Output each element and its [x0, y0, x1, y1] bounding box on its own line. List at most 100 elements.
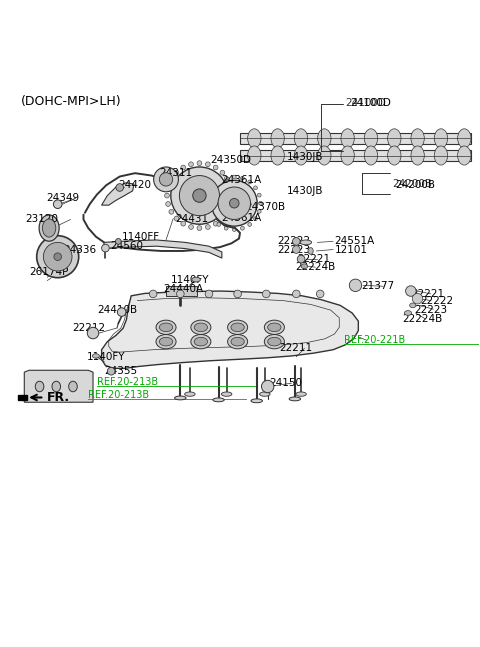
Circle shape — [159, 173, 173, 186]
Ellipse shape — [364, 129, 378, 148]
Ellipse shape — [232, 228, 236, 232]
Ellipse shape — [248, 180, 252, 184]
Ellipse shape — [197, 226, 202, 230]
Text: 1430JB: 1430JB — [287, 153, 323, 162]
Ellipse shape — [206, 201, 210, 205]
Ellipse shape — [159, 337, 173, 346]
Text: 1430JB: 1430JB — [287, 186, 323, 196]
Text: 12101: 12101 — [335, 245, 368, 254]
Text: 24200B: 24200B — [395, 180, 435, 190]
Ellipse shape — [434, 129, 448, 148]
Text: 1140FY: 1140FY — [171, 274, 209, 285]
Ellipse shape — [220, 216, 225, 221]
Ellipse shape — [225, 177, 230, 182]
Circle shape — [406, 286, 416, 296]
Circle shape — [292, 237, 300, 245]
Circle shape — [36, 236, 79, 278]
Circle shape — [263, 290, 270, 298]
Ellipse shape — [264, 320, 284, 334]
Polygon shape — [24, 370, 93, 402]
Ellipse shape — [318, 146, 331, 165]
Text: 24370B: 24370B — [245, 202, 285, 212]
Ellipse shape — [228, 334, 248, 349]
Ellipse shape — [294, 146, 308, 165]
Ellipse shape — [260, 392, 270, 396]
Ellipse shape — [156, 334, 176, 349]
Text: 24431: 24431 — [176, 214, 209, 223]
Text: 26174P: 26174P — [29, 267, 69, 277]
Ellipse shape — [42, 219, 56, 237]
Ellipse shape — [205, 225, 210, 229]
Ellipse shape — [271, 129, 284, 148]
Text: 24361A: 24361A — [221, 213, 261, 223]
Ellipse shape — [228, 185, 233, 190]
Ellipse shape — [257, 193, 261, 197]
Bar — [18, 395, 27, 400]
Circle shape — [229, 199, 239, 208]
Ellipse shape — [52, 381, 60, 391]
Ellipse shape — [388, 129, 401, 148]
Text: 22223: 22223 — [277, 245, 311, 254]
Ellipse shape — [232, 175, 236, 179]
Text: REF.20-213B: REF.20-213B — [88, 390, 149, 400]
Text: 24100D: 24100D — [350, 98, 391, 108]
Circle shape — [234, 290, 241, 298]
Ellipse shape — [211, 217, 215, 221]
Circle shape — [412, 294, 423, 304]
Text: 24560: 24560 — [110, 241, 143, 251]
Circle shape — [87, 327, 99, 339]
Polygon shape — [102, 291, 359, 368]
Ellipse shape — [294, 129, 308, 148]
Ellipse shape — [318, 129, 331, 148]
Ellipse shape — [220, 170, 225, 175]
Text: 22212: 22212 — [72, 324, 105, 333]
Text: 22224B: 22224B — [402, 314, 443, 324]
Ellipse shape — [224, 177, 228, 180]
Ellipse shape — [92, 354, 99, 358]
Circle shape — [149, 290, 157, 298]
Ellipse shape — [156, 320, 176, 334]
Ellipse shape — [240, 177, 244, 180]
Text: 24350D: 24350D — [210, 155, 252, 165]
Ellipse shape — [253, 186, 257, 190]
Ellipse shape — [217, 223, 221, 226]
Ellipse shape — [301, 264, 308, 269]
Ellipse shape — [39, 215, 59, 241]
Ellipse shape — [191, 334, 211, 349]
Ellipse shape — [248, 129, 261, 148]
Ellipse shape — [409, 303, 416, 308]
Ellipse shape — [213, 398, 224, 402]
Ellipse shape — [207, 193, 211, 197]
Ellipse shape — [217, 180, 221, 184]
Circle shape — [193, 189, 206, 203]
Circle shape — [53, 200, 62, 208]
Bar — [166, 286, 197, 296]
Bar — [240, 133, 471, 144]
Ellipse shape — [457, 146, 471, 165]
Ellipse shape — [185, 392, 195, 396]
Ellipse shape — [181, 165, 186, 170]
Ellipse shape — [411, 129, 424, 148]
Circle shape — [116, 184, 123, 192]
Text: 22211: 22211 — [279, 344, 312, 353]
Circle shape — [218, 187, 251, 219]
Ellipse shape — [192, 277, 200, 282]
Text: 1140FF: 1140FF — [121, 232, 160, 241]
Circle shape — [211, 181, 257, 226]
Text: 23120: 23120 — [25, 214, 58, 225]
Ellipse shape — [191, 320, 211, 334]
Ellipse shape — [264, 334, 284, 349]
Ellipse shape — [221, 392, 232, 396]
Ellipse shape — [175, 396, 186, 400]
Ellipse shape — [341, 129, 354, 148]
Circle shape — [177, 290, 184, 298]
Text: 24410B: 24410B — [97, 305, 137, 315]
Circle shape — [117, 308, 126, 316]
Text: 24361A: 24361A — [221, 175, 261, 185]
Ellipse shape — [259, 201, 263, 205]
Ellipse shape — [189, 162, 193, 167]
Text: 21377: 21377 — [362, 281, 395, 291]
Text: 24150: 24150 — [270, 378, 302, 388]
Ellipse shape — [268, 323, 281, 332]
Ellipse shape — [189, 225, 193, 229]
